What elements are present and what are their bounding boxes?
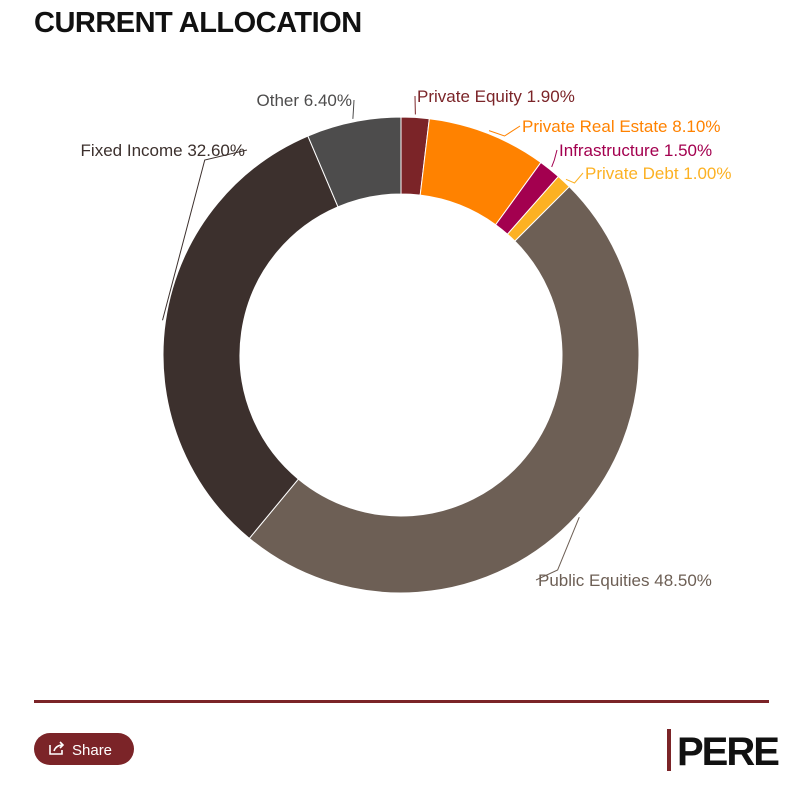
share-pill[interactable] xyxy=(34,733,134,765)
brand-bar xyxy=(667,729,671,771)
leader-line xyxy=(535,517,580,581)
segment-label: Private Debt 1.00% xyxy=(585,164,731,183)
donut: Private Equity 1.90% Private Real Estate … xyxy=(81,87,731,594)
segment-value: 1.50% xyxy=(664,141,712,160)
leader-line xyxy=(352,99,355,119)
divider xyxy=(34,700,769,703)
share-icon xyxy=(49,741,65,755)
leader-line xyxy=(551,149,558,168)
segment-label: Private Real Estate 8.10% xyxy=(522,117,720,136)
share-button[interactable]: Share xyxy=(34,733,134,765)
segment-value: 1.00% xyxy=(683,164,731,183)
segment-name: Other xyxy=(257,91,300,110)
segment-name: Private Debt xyxy=(585,164,679,183)
donut-segment xyxy=(248,186,640,594)
donut-segment xyxy=(307,116,402,208)
segment-label: Infrastructure 1.50% xyxy=(559,141,712,160)
share-label[interactable]: Share xyxy=(72,742,112,759)
segment-value: 32.60% xyxy=(187,141,245,160)
segment-name: Private Real Estate xyxy=(522,117,668,136)
segment-label: Other 6.40% xyxy=(257,91,352,110)
segment-name: Infrastructure xyxy=(559,141,659,160)
segment-label: Fixed Income 32.60% xyxy=(81,141,245,160)
segment-value: 48.50% xyxy=(654,571,712,590)
brand-logo: PERE xyxy=(677,730,779,774)
leader-line xyxy=(162,149,248,321)
segment-name: Fixed Income xyxy=(81,141,183,160)
leader-line xyxy=(488,125,521,137)
segment-name: Private Equity xyxy=(417,87,522,106)
segment-name: Public Equities xyxy=(538,571,650,590)
segment-label: Private Equity 1.90% xyxy=(417,87,575,106)
segment-value: 6.40% xyxy=(304,91,352,110)
segment-value: 1.90% xyxy=(527,87,575,106)
leader-line xyxy=(565,172,584,184)
chart-title: CURRENT ALLOCATION xyxy=(34,7,362,39)
segment-value: 8.10% xyxy=(672,117,720,136)
donut-segment xyxy=(162,135,339,540)
segment-label: Public Equities 48.50% xyxy=(538,571,712,590)
